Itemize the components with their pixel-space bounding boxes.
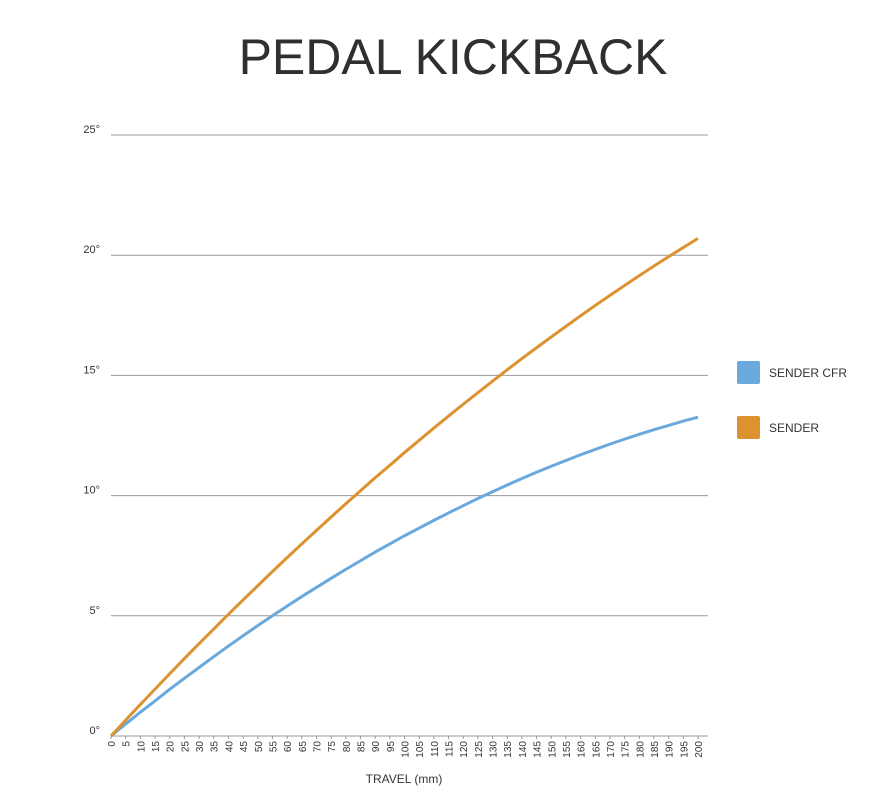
x-tick-label: 70 [312,741,323,753]
x-tick-label: 65 [298,741,309,753]
legend-swatch [737,416,760,439]
chart-title: PEDAL KICKBACK [239,29,668,85]
x-axis-label: TRAVEL (mm) [366,772,443,786]
x-tick-label: 75 [327,741,338,753]
x-tick-label: 180 [635,741,646,758]
x-tick-label: 125 [474,741,485,758]
x-tick-label: 175 [621,741,632,758]
x-tick-label: 60 [283,741,294,753]
legend-label: SENDER [769,421,819,435]
x-tick-label: 45 [239,741,250,753]
x-tick-label: 50 [254,741,265,753]
x-tick-label: 20 [166,741,177,753]
x-tick-label: 150 [547,741,558,758]
x-tick-label: 95 [386,741,397,753]
x-tick-label: 200 [694,741,705,758]
x-tick-label: 120 [459,741,470,758]
x-tick-label: 30 [195,741,206,753]
x-tick-label: 160 [577,741,588,758]
legend-label: SENDER CFR [769,366,847,380]
y-tick-label: 20° [83,244,100,256]
x-tick-label: 25 [180,741,191,753]
legend-swatch [737,361,760,384]
series-line [110,415,699,738]
x-tick-label: 90 [371,741,382,753]
x-tick-label: 155 [562,741,573,758]
x-tick-label: 190 [665,741,676,758]
x-tick-label: 130 [489,741,500,758]
x-tick-label: 105 [415,741,426,758]
x-tick-label: 40 [224,741,235,753]
x-tick-label: 185 [650,741,661,758]
series-line [109,237,699,738]
x-tick-label: 135 [503,741,514,758]
x-tick-label: 10 [136,741,147,753]
y-tick-label: 5° [89,605,100,617]
x-tick-label: 140 [518,741,529,758]
x-tick-label: 85 [356,741,367,753]
x-tick-label: 80 [342,741,353,753]
y-tick-label: 10° [83,485,100,497]
x-tick-label: 110 [430,741,441,757]
x-tick-label: 0 [107,741,118,747]
x-tick-label: 15 [151,741,162,753]
x-tick-label: 145 [533,741,544,758]
y-tick-label: 15° [83,364,100,376]
x-tick-label: 195 [679,741,690,758]
x-tick-label: 115 [445,741,456,757]
x-tick-label: 55 [268,741,279,753]
x-tick-label: 35 [210,741,221,753]
y-tick-label: 25° [83,124,100,136]
x-tick-label: 100 [401,741,412,758]
y-tick-label: 0° [89,725,100,737]
x-tick-label: 5 [122,741,133,747]
x-tick-label: 165 [591,741,602,758]
x-tick-label: 170 [606,741,617,758]
